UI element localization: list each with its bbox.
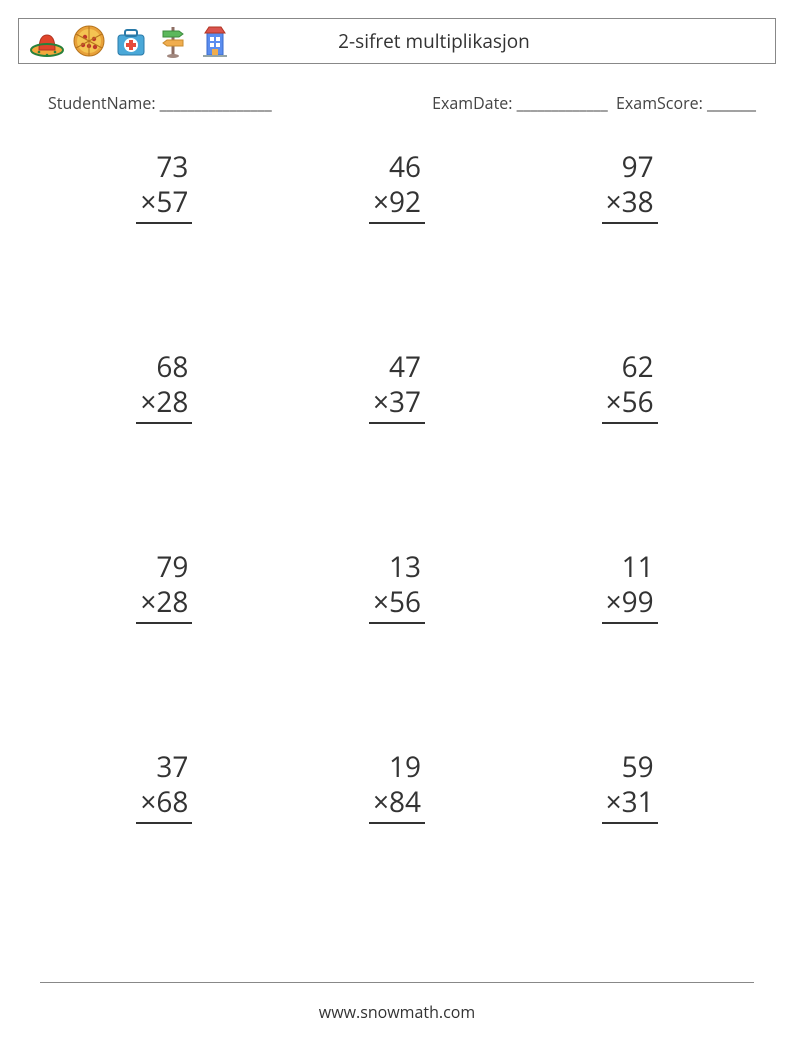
problem-cell: 62 ×56 [513,350,746,550]
footer-url: www.snowmath.com [0,1001,794,1023]
student-name-label: StudentName: ________________ [48,92,272,114]
problem-bottom: ×38 [602,185,658,224]
problem-cell: 79 ×28 [48,550,281,750]
problem-cell: 59 ×31 [513,750,746,950]
problem-top: 73 [136,150,192,185]
problem-bottom: ×28 [136,585,192,624]
problem-top: 68 [136,350,192,385]
signpost-icon [155,23,191,59]
firstaid-icon [113,23,149,59]
problem-cell: 73 ×57 [48,150,281,350]
pizza-icon [71,23,107,59]
worksheet-title: 2-sifret multiplikasjon [233,28,765,54]
footer-divider [40,982,754,983]
problem-cell: 47 ×37 [281,350,514,550]
info-row: StudentName: ________________ ExamDate: … [18,92,776,114]
problem-bottom: ×56 [369,585,425,624]
problem-cell: 13 ×56 [281,550,514,750]
problems-grid: 73 ×57 46 ×92 97 ×38 68 ×28 47 × [18,150,776,950]
problem-top: 79 [136,550,192,585]
problem-top: 97 [602,150,658,185]
problem-cell: 97 ×38 [513,150,746,350]
problem-top: 13 [369,550,425,585]
problem-bottom: ×37 [369,385,425,424]
problem-top: 62 [602,350,658,385]
problem-bottom: ×31 [602,785,658,824]
problem-cell: 46 ×92 [281,150,514,350]
exam-score-label: ExamScore: _______ [616,92,756,114]
problem-bottom: ×57 [136,185,192,224]
exam-date-label: ExamDate: _____________ [432,92,608,114]
header-icons [29,23,233,59]
problem-bottom: ×92 [369,185,425,224]
problem-top: 47 [369,350,425,385]
header-box: 2-sifret multiplikasjon [18,18,776,64]
problem-bottom: ×99 [602,585,658,624]
problem-bottom: ×68 [136,785,192,824]
problem-cell: 11 ×99 [513,550,746,750]
problem-top: 37 [136,750,192,785]
problem-top: 46 [369,150,425,185]
problem-cell: 19 ×84 [281,750,514,950]
problem-top: 11 [602,550,658,585]
sombrero-icon [29,23,65,59]
problem-bottom: ×84 [369,785,425,824]
problem-bottom: ×56 [602,385,658,424]
problem-bottom: ×28 [136,385,192,424]
problem-cell: 68 ×28 [48,350,281,550]
problem-top: 59 [602,750,658,785]
problem-cell: 37 ×68 [48,750,281,950]
problem-top: 19 [369,750,425,785]
building-icon [197,23,233,59]
